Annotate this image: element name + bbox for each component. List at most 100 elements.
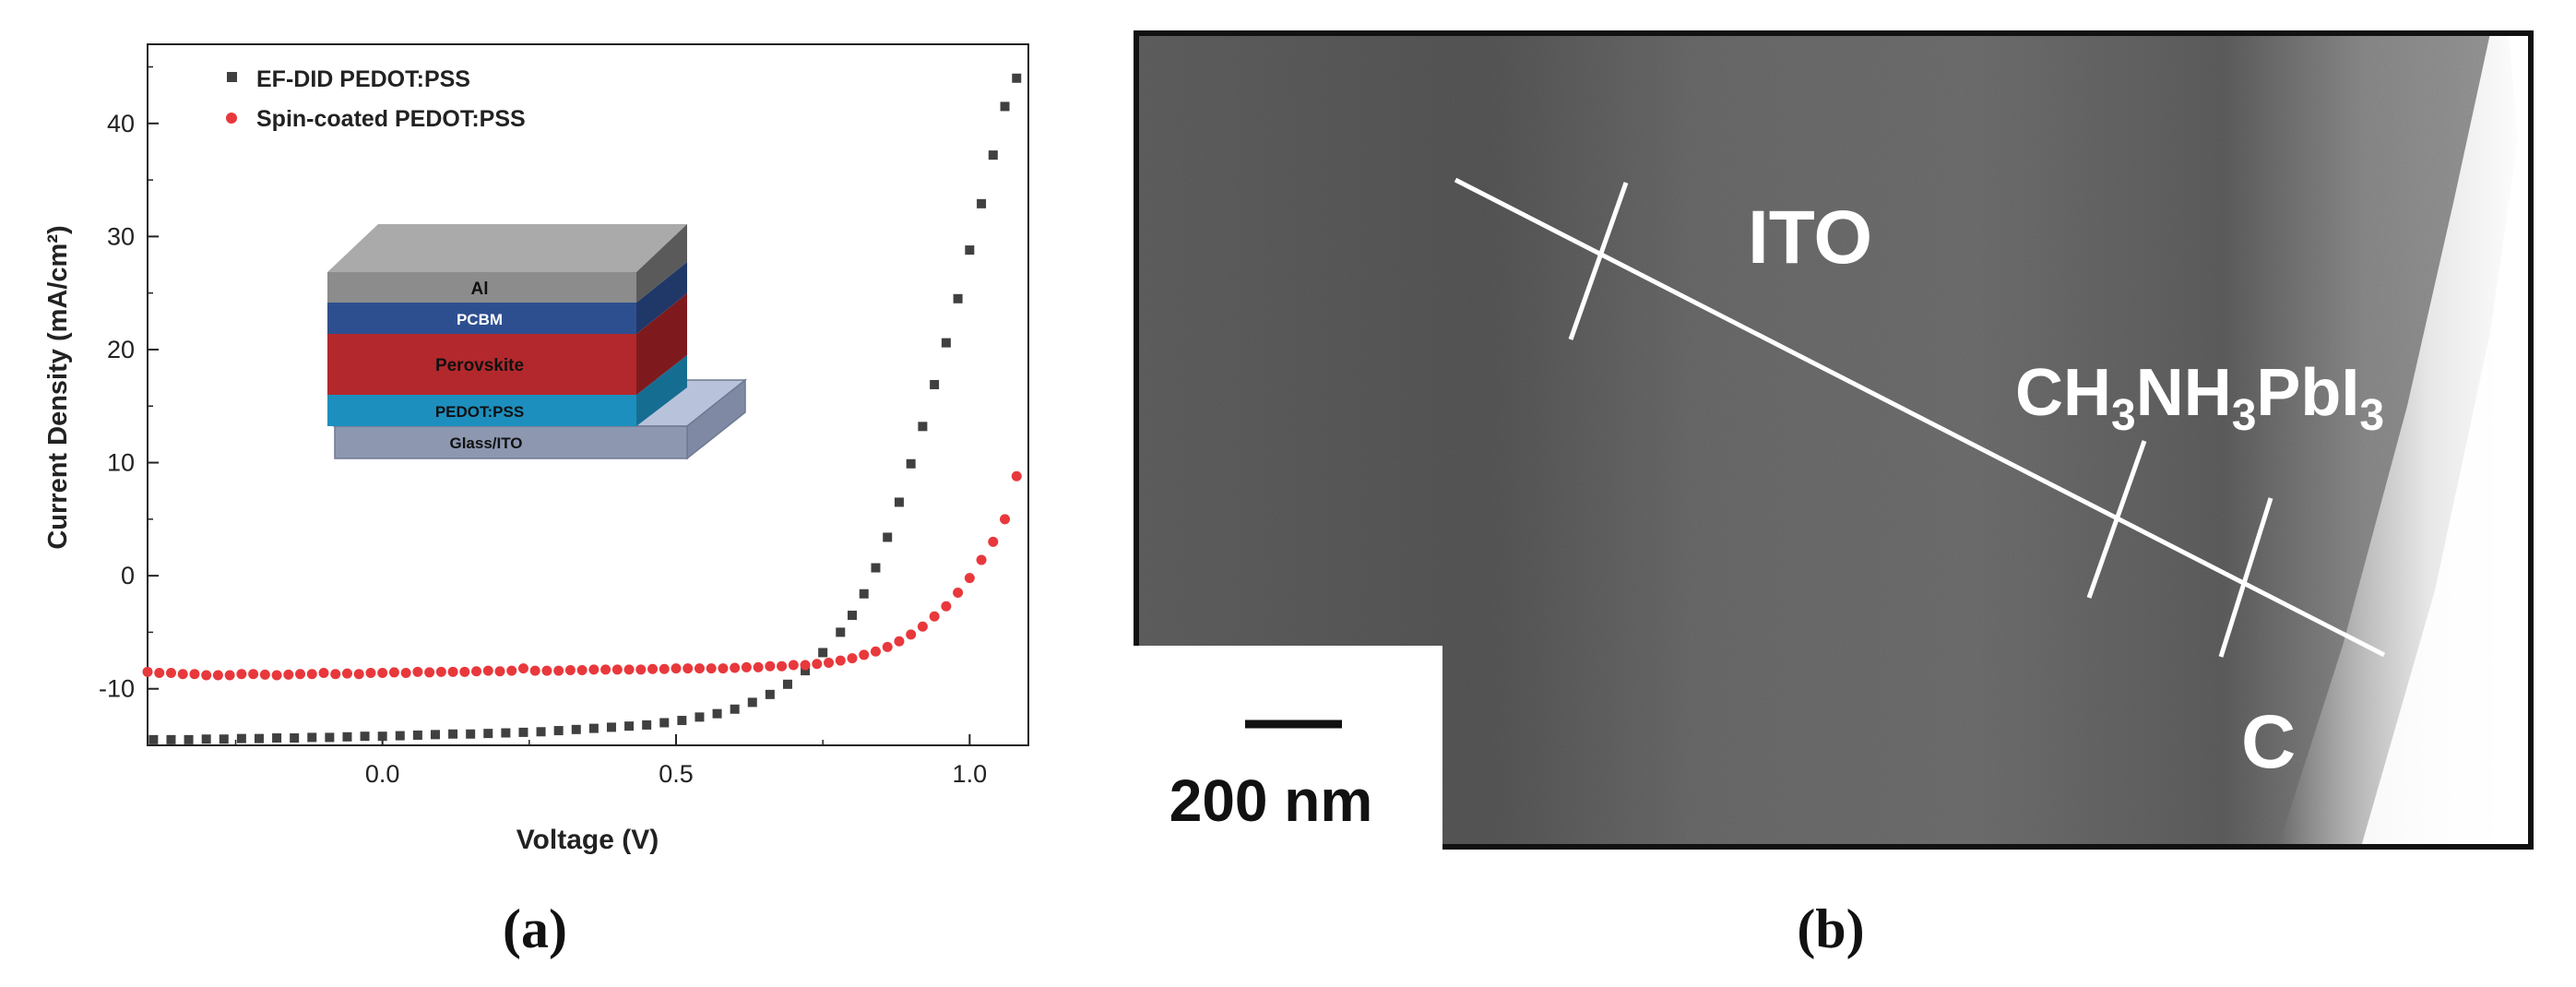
data-point-ef-did bbox=[906, 458, 916, 469]
x-axis-label: Voltage (V) bbox=[516, 825, 659, 855]
x-tick-label-1: 0.5 bbox=[659, 760, 694, 788]
inset-label-al: Al bbox=[471, 279, 489, 299]
data-point-spin-coated bbox=[201, 670, 212, 681]
perovskite-side bbox=[636, 293, 687, 395]
data-point-ef-did bbox=[624, 721, 635, 731]
data-point-ef-did bbox=[1000, 101, 1010, 112]
data-point-spin-coated bbox=[647, 663, 659, 674]
data-point-spin-coated bbox=[494, 666, 505, 677]
y-tick-label-5: 40 bbox=[107, 110, 135, 137]
data-point-spin-coated bbox=[835, 655, 846, 666]
data-point-spin-coated bbox=[424, 667, 435, 678]
data-point-spin-coated bbox=[564, 664, 576, 675]
inset-label-pedot: PEDOT:PSS bbox=[435, 403, 524, 421]
data-point-spin-coated bbox=[283, 669, 294, 680]
data-point-spin-coated bbox=[142, 666, 153, 677]
plot-frame bbox=[147, 43, 1029, 746]
data-point-ef-did bbox=[642, 719, 652, 730]
data-point-spin-coated bbox=[271, 670, 282, 681]
data-point-ef-did bbox=[201, 734, 211, 744]
data-point-spin-coated bbox=[765, 660, 776, 672]
scale-bar-box bbox=[1133, 646, 1442, 850]
pcbm-layer bbox=[327, 303, 636, 334]
data-point-spin-coated bbox=[800, 660, 811, 671]
data-point-ef-did bbox=[272, 733, 282, 743]
data-point-ef-did bbox=[360, 731, 370, 742]
data-point-ef-did bbox=[730, 704, 740, 714]
marker-ito bbox=[1568, 182, 1629, 340]
marker-carbon bbox=[2218, 497, 2273, 658]
legend: EF-DID PEDOT:PSS Spin-coated PEDOT:PSS bbox=[226, 66, 526, 132]
data-point-spin-coated bbox=[953, 588, 964, 599]
x-tick-label-0: 0.0 bbox=[365, 760, 400, 788]
inset-label-perovskite: Perovskite bbox=[435, 356, 524, 375]
device-stack-inset: Al PCBM Perovskite PEDOT:PSS Glass/ITO bbox=[327, 224, 748, 460]
data-point-spin-coated bbox=[753, 661, 764, 672]
pedot-layer bbox=[327, 395, 636, 426]
data-point-spin-coated bbox=[212, 670, 223, 681]
data-point-spin-coated bbox=[447, 666, 458, 677]
data-point-ef-did bbox=[765, 689, 775, 699]
label-carbon: C bbox=[2241, 700, 2296, 784]
mapi-ch: CH bbox=[2015, 356, 2111, 430]
al-layer bbox=[327, 272, 636, 303]
data-point-ef-did bbox=[553, 726, 564, 736]
data-point-ef-did bbox=[219, 734, 229, 744]
data-point-ef-did bbox=[325, 732, 335, 743]
data-point-spin-coated bbox=[683, 663, 694, 674]
data-point-spin-coated bbox=[788, 660, 799, 671]
sem-bright-edge-core bbox=[2361, 33, 2531, 847]
data-point-ef-did bbox=[342, 731, 352, 742]
y-tick-label-1: 0 bbox=[121, 562, 135, 589]
data-point-spin-coated bbox=[189, 669, 200, 680]
panel-b-sem-image: 200 nm ITO CH3NH3PbI3 C (b) bbox=[1133, 30, 2534, 959]
data-point-spin-coated bbox=[506, 665, 517, 676]
series-spin-coated bbox=[142, 470, 1022, 681]
data-point-ef-did bbox=[536, 727, 546, 737]
data-point-spin-coated bbox=[388, 667, 399, 678]
data-point-ef-did bbox=[1012, 73, 1022, 83]
data-point-spin-coated bbox=[177, 669, 188, 680]
data-point-spin-coated bbox=[847, 653, 858, 664]
data-point-spin-coated bbox=[318, 668, 329, 679]
data-point-ef-did bbox=[694, 712, 705, 722]
data-point-spin-coated bbox=[165, 668, 176, 679]
panel-b-label: (b) bbox=[1797, 898, 1864, 959]
scale-bar-label: 200 nm bbox=[1169, 767, 1373, 834]
series-ef-did bbox=[148, 73, 1022, 744]
data-point-spin-coated bbox=[671, 663, 682, 674]
data-point-ef-did bbox=[988, 150, 998, 161]
panel-a-label: (a) bbox=[503, 898, 567, 959]
data-point-ef-did bbox=[818, 648, 828, 658]
data-point-spin-coated bbox=[623, 664, 635, 675]
data-point-spin-coated bbox=[1011, 470, 1022, 482]
scan-line bbox=[1454, 177, 2386, 658]
data-point-ef-did bbox=[448, 729, 458, 739]
data-point-spin-coated bbox=[365, 668, 376, 679]
y-tick-label-4: 30 bbox=[107, 222, 135, 250]
data-point-ef-did bbox=[894, 497, 904, 507]
data-point-ef-did bbox=[606, 722, 616, 732]
data-point-ef-did bbox=[977, 198, 987, 208]
data-point-spin-coated bbox=[154, 668, 165, 679]
data-point-ef-did bbox=[871, 563, 881, 573]
data-point-spin-coated bbox=[248, 669, 259, 680]
data-point-spin-coated bbox=[941, 601, 952, 612]
data-point-spin-coated bbox=[706, 663, 717, 674]
data-point-ef-did bbox=[941, 338, 951, 348]
data-point-spin-coated bbox=[295, 669, 306, 680]
data-point-ef-did bbox=[953, 293, 963, 303]
data-point-spin-coated bbox=[600, 664, 611, 675]
data-point-spin-coated bbox=[917, 621, 928, 632]
data-point-ef-did bbox=[236, 733, 246, 743]
data-point-ef-did bbox=[782, 679, 792, 689]
data-point-ef-did bbox=[184, 734, 194, 744]
data-point-spin-coated bbox=[377, 668, 388, 679]
data-point-spin-coated bbox=[812, 659, 823, 670]
data-point-ef-did bbox=[930, 379, 940, 389]
data-point-spin-coated bbox=[459, 666, 470, 677]
data-point-ef-did bbox=[412, 730, 422, 740]
data-point-ef-did bbox=[483, 729, 493, 739]
data-point-spin-coated bbox=[224, 670, 235, 681]
